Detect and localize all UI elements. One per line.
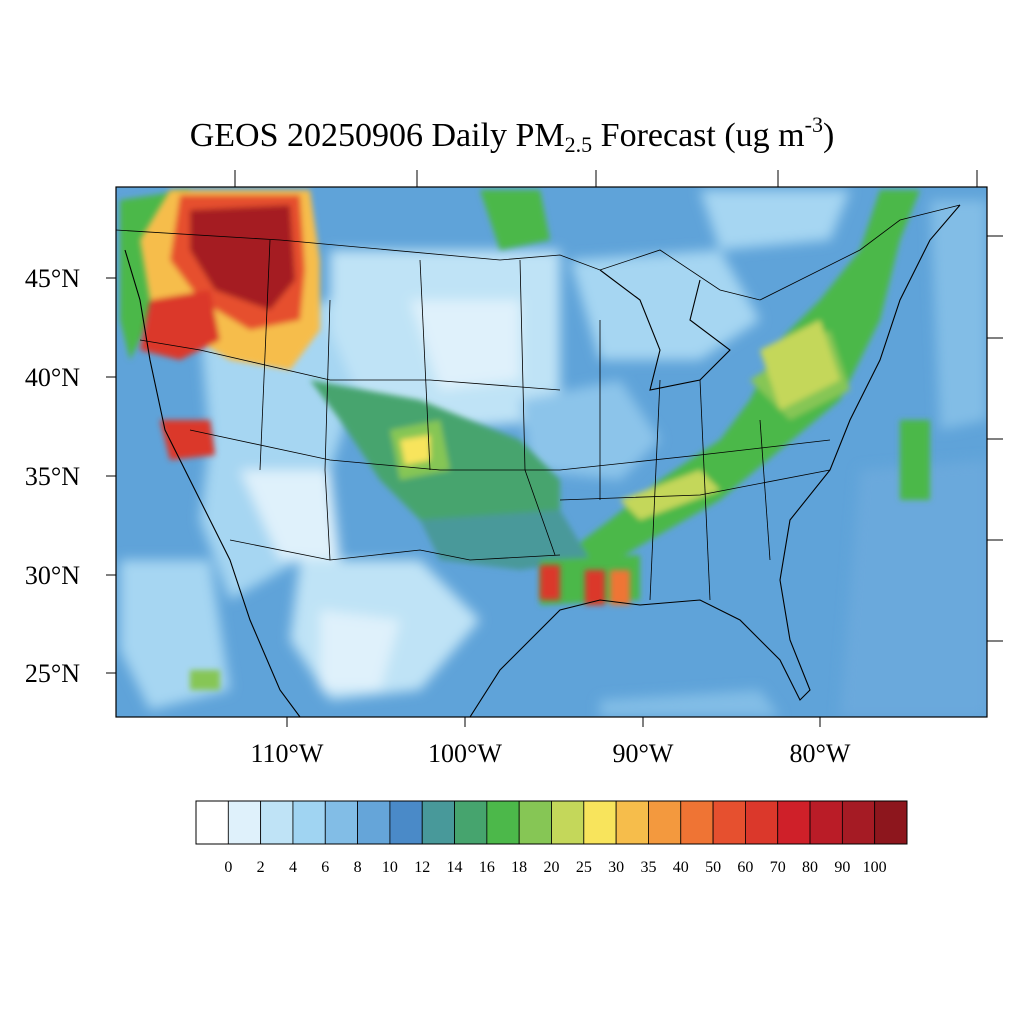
title-after-subscript: Forecast (ug m	[592, 117, 805, 154]
colorbar-label: 6	[321, 859, 329, 876]
colorbar-swatch	[195, 800, 229, 845]
lon-label: 90°W	[613, 739, 674, 768]
lat-label: 35°N	[25, 462, 80, 491]
colorbar-swatch	[518, 800, 552, 845]
colorbar-swatch	[745, 800, 779, 845]
lat-label: 25°N	[25, 659, 80, 688]
low-concentration-areas	[120, 190, 987, 717]
colorbar-swatch	[841, 800, 876, 845]
map-plot-area	[116, 187, 987, 717]
map-frame	[115, 186, 988, 718]
colorbar-label: 70	[770, 859, 786, 876]
coastlines	[124, 204, 961, 717]
colorbar-label: 60	[737, 859, 753, 876]
colorbar-label: 14	[447, 859, 463, 876]
lat-label: 40°N	[25, 363, 80, 392]
colorbar-swatch	[454, 800, 488, 845]
title-superscript: -3	[804, 112, 823, 137]
colorbar-swatch	[357, 800, 391, 845]
lon-label: 80°W	[790, 739, 851, 768]
colorbar-label: 20	[544, 859, 560, 876]
colorbar-swatch	[680, 800, 714, 845]
colorbar-swatch	[260, 800, 294, 845]
colorbar-label: 50	[705, 859, 721, 876]
lon-label: 100°W	[428, 739, 502, 768]
colorbar-label: 16	[479, 859, 495, 876]
lat-label: 45°N	[25, 264, 80, 293]
colorbar-label: 30	[608, 859, 624, 876]
map-title: GEOS 20250906 Daily PM2.5 Forecast (ug m…	[0, 112, 1024, 158]
colorbar-label: 18	[511, 859, 527, 876]
colorbar-label: 35	[640, 859, 656, 876]
colorbar-label: 12	[414, 859, 430, 876]
colorbar-label: 25	[576, 859, 592, 876]
title-end: )	[822, 117, 835, 154]
colorbar-label: 100	[863, 859, 887, 876]
colorbar-swatch	[551, 800, 585, 845]
colorbar-swatch	[324, 800, 358, 845]
colorbar-label: 90	[834, 859, 850, 876]
high-concentration-smoke	[140, 190, 630, 605]
colorbar-swatch	[292, 800, 326, 845]
title-main: GEOS 20250906 Daily PM	[189, 117, 565, 154]
lat-label: 30°N	[25, 561, 80, 590]
colorbar-label: 40	[673, 859, 689, 876]
colorbar-label: 8	[354, 859, 362, 876]
colorbar-swatch	[648, 800, 682, 845]
colorbar-swatch	[712, 800, 746, 845]
axis-ticks	[106, 170, 1003, 727]
colorbar-frame	[195, 800, 908, 845]
colorbar-swatch	[809, 800, 843, 845]
state-borders	[116, 204, 961, 601]
lon-label: 110°W	[251, 739, 324, 768]
colorbar-swatch	[777, 800, 811, 845]
longitude-labels: 110°W 100°W 90°W 80°W	[251, 739, 851, 768]
colorbar-swatch	[421, 800, 455, 845]
colorbar-label: 80	[802, 859, 818, 876]
colorbar-label: 4	[289, 859, 297, 876]
colorbar-label: 0	[224, 859, 232, 876]
colorbar-swatch	[615, 800, 649, 845]
colorbar-swatch	[874, 800, 908, 845]
colorbar-swatch	[227, 800, 262, 845]
latitude-labels: 45°N 40°N 35°N 30°N 25°N	[25, 264, 80, 688]
title-subscript: 2.5	[564, 132, 593, 157]
colorbar: 0 2 4 6 8 10 12 14 16 18 20 25 30 35 40 50 60 70 80 90 100	[195, 800, 908, 876]
colorbar-label: 2	[257, 859, 265, 876]
colorbar-swatch	[583, 800, 617, 845]
colorbar-swatch	[389, 800, 423, 845]
colorbar-swatch	[486, 800, 520, 845]
colorbar-label: 10	[382, 859, 398, 876]
